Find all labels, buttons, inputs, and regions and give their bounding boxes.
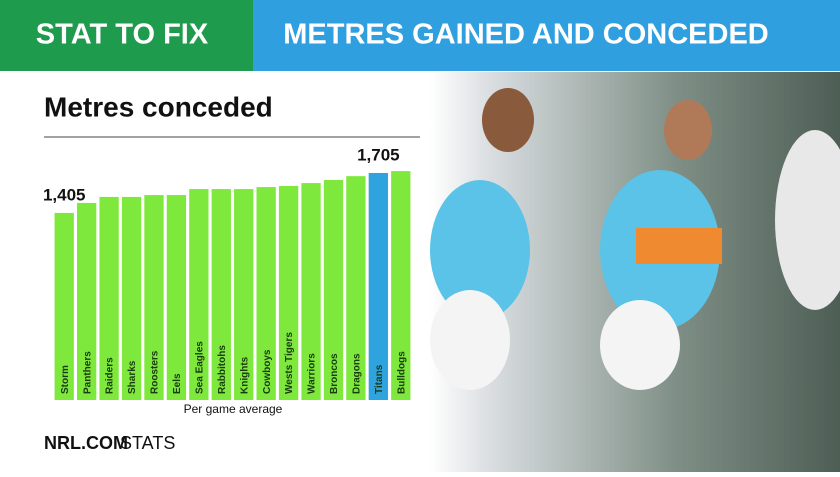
bar [99, 196, 119, 400]
footer-brand: NRL.COM [44, 433, 128, 453]
category-label: Rabbitohs [217, 345, 228, 394]
header-right-band [253, 0, 840, 71]
category-label: Roosters [150, 350, 161, 394]
category-label: Sharks [127, 360, 138, 394]
players-photo [430, 88, 840, 390]
bar [256, 187, 276, 400]
category-label: Knights [239, 356, 250, 394]
category-label: Sea Eagles [194, 341, 205, 394]
bar [234, 189, 254, 400]
bar [278, 186, 299, 400]
bar [189, 189, 209, 400]
bar [166, 195, 187, 400]
value-label: 1,405 [43, 185, 86, 204]
bar [77, 202, 97, 400]
category-label: Panthers [82, 351, 93, 394]
header-left: STAT TO FIX [36, 19, 209, 51]
value-label: 1,705 [357, 145, 400, 164]
x-axis-label: Per game average [184, 402, 283, 416]
category-label: Titans [374, 364, 385, 394]
category-label: Cowboys [262, 349, 273, 394]
header-left-band [0, 0, 253, 71]
bar [301, 183, 321, 400]
footer-section: STATS [120, 433, 175, 453]
bar [121, 196, 142, 400]
category-label: Bulldogs [396, 351, 407, 394]
header-right: METRES GAINED AND CONCEDED [283, 19, 769, 51]
category-label: Storm [60, 365, 71, 394]
chart-title: Metres conceded [44, 91, 273, 122]
category-label: Wests Tigers [284, 332, 295, 394]
bar [144, 195, 164, 400]
bar [323, 180, 344, 400]
bar [211, 189, 231, 400]
bar [368, 172, 388, 400]
bar [346, 176, 366, 400]
category-label: Dragons [352, 353, 363, 394]
category-label: Raiders [105, 357, 116, 394]
bar [54, 212, 74, 400]
bars: Storm 1,405 Panthers Raiders Sharks Roosters E… [43, 145, 411, 400]
category-label: Eels [172, 373, 183, 394]
category-label: Warriors [307, 353, 318, 394]
bar [391, 171, 411, 400]
category-label: Broncos [329, 353, 340, 394]
